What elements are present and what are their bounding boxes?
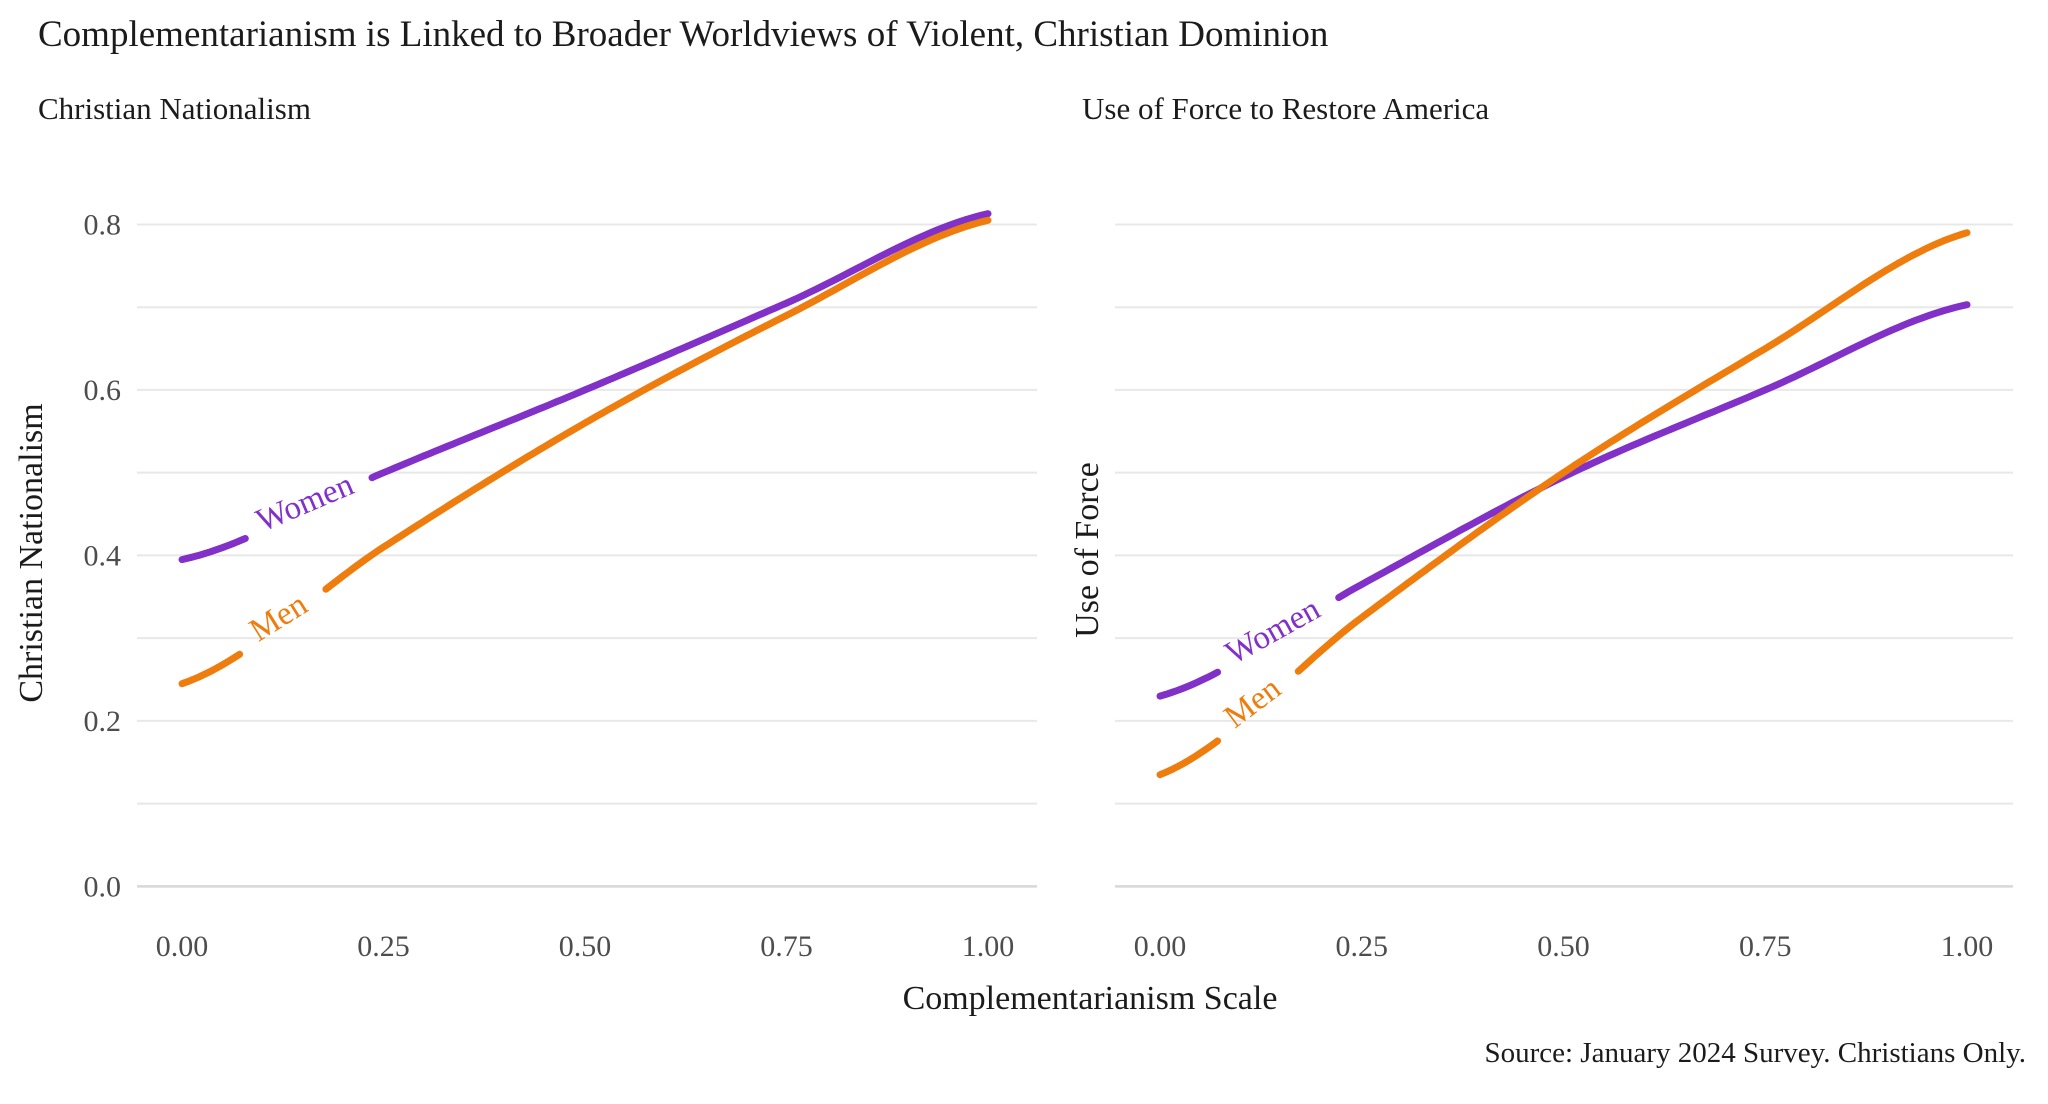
women-line — [178, 535, 249, 564]
right-panel-subtitle: Use of Force to Restore America — [1082, 91, 1489, 126]
men-line — [1156, 737, 1222, 779]
men-line-label: Men — [243, 586, 313, 649]
men-line — [1294, 229, 1971, 675]
x-tick-label: 0.25 — [1336, 930, 1389, 963]
right-y-axis-title: Use of Force — [1069, 462, 1106, 638]
x-tick-label: 0.75 — [1739, 930, 1792, 963]
source-note: Source: January 2024 Survey. Christians … — [1484, 1037, 2026, 1069]
x-tick-label: 0.25 — [357, 930, 410, 963]
men-line — [178, 650, 244, 688]
left-panel-subtitle: Christian Nationalism — [38, 91, 311, 126]
left-y-axis-title: Christian Nationalism — [13, 403, 50, 702]
x-tick-label: 1.00 — [1941, 930, 1994, 963]
women-line — [1335, 301, 1971, 602]
y-tick-label: 0.4 — [84, 539, 122, 572]
x-tick-label: 0.50 — [1537, 930, 1590, 963]
men-line — [322, 216, 992, 593]
chart-title: Complementarianism is Linked to Broader … — [38, 14, 1328, 55]
women-line — [1156, 668, 1222, 700]
y-tick-label: 0.8 — [84, 208, 122, 241]
women-line — [368, 210, 992, 482]
women-line-label: Women — [251, 467, 359, 540]
x-tick-label: 0.50 — [559, 930, 612, 963]
y-tick-label: 0.6 — [84, 374, 122, 407]
y-tick-label: 0.0 — [84, 870, 122, 903]
men-line-label: Men — [1218, 670, 1288, 735]
x-tick-label: 1.00 — [962, 930, 1015, 963]
y-tick-label: 0.2 — [84, 705, 122, 738]
x-tick-label: 0.00 — [1134, 930, 1187, 963]
x-tick-label: 0.00 — [156, 930, 209, 963]
left-chart-panel: 0.0 0.2 0.4 0.6 0.8 0.00 0.25 0.50 0.75 1.00 Women… — [84, 208, 1037, 963]
x-axis-title: Complementarianism Scale — [903, 980, 1278, 1017]
x-tick-label: 0.75 — [760, 930, 813, 963]
